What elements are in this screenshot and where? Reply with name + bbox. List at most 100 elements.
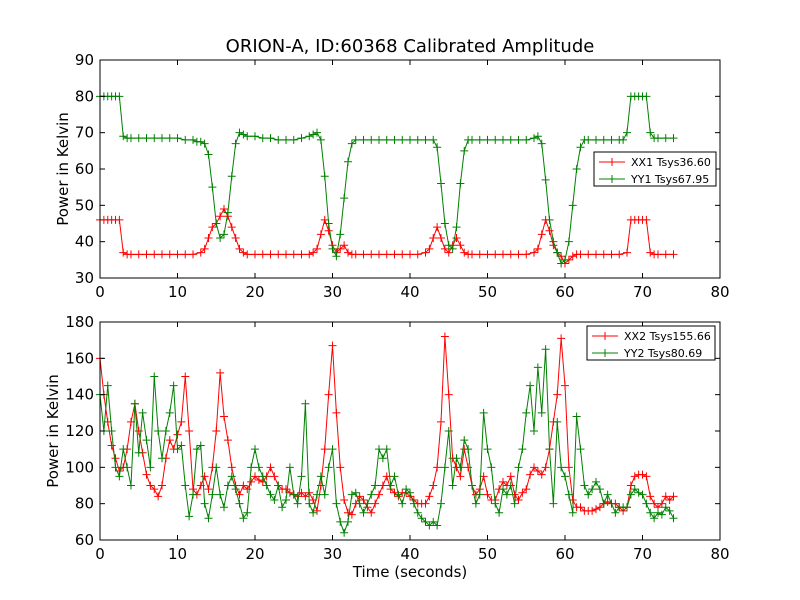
top-series-1-point bbox=[181, 250, 190, 259]
top-series-2-point bbox=[289, 135, 298, 144]
bottom-series-2-point bbox=[502, 490, 511, 499]
bottom-y-tick-label: 80 bbox=[75, 495, 94, 513]
bottom-legend-marker bbox=[601, 349, 609, 357]
bottom-series-2-point bbox=[332, 499, 341, 508]
bottom-series-1-point bbox=[421, 499, 430, 508]
bottom-series-2-point bbox=[293, 499, 302, 508]
bottom-series-2-point bbox=[603, 490, 612, 499]
top-series-2-point bbox=[243, 132, 252, 141]
bottom-series-1-point bbox=[630, 472, 639, 481]
top-series-1-point bbox=[200, 244, 209, 253]
bottom-series-2-point bbox=[220, 503, 228, 512]
top-series-2-point bbox=[375, 135, 383, 144]
bottom-series-2-point bbox=[634, 488, 643, 497]
bottom-series-2-point bbox=[406, 488, 414, 497]
top-series-1-point bbox=[456, 241, 465, 250]
top-series-2-point bbox=[324, 219, 333, 228]
bottom-series-1-point bbox=[107, 441, 116, 450]
bottom-series-1-point bbox=[254, 476, 263, 485]
bottom-series-2-point bbox=[642, 499, 651, 508]
top-series-1-point bbox=[530, 248, 538, 257]
top-legend-frame bbox=[593, 151, 717, 187]
bottom-x-tick-label: 40 bbox=[400, 545, 419, 563]
bottom-series-2-point bbox=[541, 345, 550, 354]
top-series-1-point bbox=[615, 250, 624, 259]
bottom-series-1-point bbox=[340, 496, 349, 505]
top-series-2-point bbox=[328, 244, 337, 253]
bottom-series-2-point bbox=[258, 472, 267, 481]
bottom-series-2-point bbox=[557, 463, 566, 472]
bottom-series-2-point bbox=[262, 481, 271, 490]
bottom-series-2-point bbox=[127, 481, 135, 490]
top-series-1-point bbox=[406, 250, 414, 259]
bottom-y-tick-label: 100 bbox=[65, 458, 94, 476]
top-series-2-point bbox=[541, 175, 550, 184]
top-series-1-point bbox=[204, 234, 213, 243]
bottom-series-2-point bbox=[530, 427, 538, 435]
top-series-1-point bbox=[239, 248, 248, 257]
bottom-series-2-point bbox=[452, 454, 461, 463]
bottom-series-2-point bbox=[487, 463, 496, 472]
bottom-panel: Power in Kelvin Time (seconds) 0 10 20 30 40… bbox=[44, 313, 730, 581]
top-series-1-point bbox=[351, 250, 360, 259]
chart-title: ORION-A, ID:60368 Calibrated Amplitude bbox=[226, 36, 595, 57]
top-series-1-point bbox=[433, 223, 442, 232]
bottom-series-2-point bbox=[526, 381, 535, 390]
bottom-series-2-point bbox=[514, 463, 523, 472]
bottom-series-2-point bbox=[572, 412, 581, 421]
bottom-series-1-point bbox=[173, 430, 182, 439]
top-y-tick-label: 60 bbox=[75, 160, 94, 178]
bottom-series-2-point bbox=[169, 381, 178, 390]
top-series-1-point bbox=[452, 234, 461, 243]
bottom-series-2-point bbox=[390, 472, 399, 481]
top-series-2-point bbox=[313, 128, 321, 137]
bottom-series-1-point bbox=[537, 470, 546, 479]
top-series-2-point bbox=[592, 135, 600, 144]
top-series-2-point bbox=[367, 135, 376, 144]
top-series-1-point bbox=[646, 248, 655, 257]
top-series-2-point bbox=[506, 135, 515, 144]
bottom-series-1-point bbox=[456, 472, 465, 481]
bottom-series-1-point bbox=[518, 488, 527, 497]
bottom-series-1-point bbox=[638, 470, 647, 479]
bottom-series-2-point bbox=[243, 508, 252, 517]
top-series-2-line bbox=[100, 95, 674, 265]
top-series-2-point bbox=[332, 252, 341, 261]
top-series-2-point bbox=[514, 135, 523, 144]
top-series-1-point bbox=[545, 226, 554, 235]
bottom-series-1-point bbox=[592, 505, 600, 514]
top-series-1-point bbox=[367, 250, 376, 259]
top-series-2-point bbox=[316, 135, 325, 144]
bottom-legend-marker bbox=[601, 332, 609, 340]
bottom-series-1-point bbox=[514, 496, 523, 505]
bottom-series-2-point bbox=[204, 514, 213, 523]
bottom-series-2-point bbox=[421, 517, 430, 526]
top-ticks-layer: 0 10 20 30 40 50 60 70 80 30 40 50 60 70 80 90 bbox=[75, 51, 730, 301]
bottom-y-tick-label: 60 bbox=[75, 531, 94, 549]
bottom-series-2-point bbox=[576, 445, 585, 454]
bottom-x-tick-label: 80 bbox=[710, 545, 729, 563]
top-series-1-point bbox=[134, 250, 143, 259]
bottom-series-2-point bbox=[161, 427, 170, 435]
bottom-series-1-point bbox=[367, 508, 376, 517]
top-series-2-point bbox=[227, 172, 236, 181]
bottom-series-2-point bbox=[607, 499, 616, 508]
bottom-series-2-point bbox=[661, 503, 670, 512]
bottom-series-1-point bbox=[251, 472, 259, 481]
top-series-2-point bbox=[654, 134, 662, 143]
top-series-2-point bbox=[220, 230, 228, 239]
top-series-1-point bbox=[340, 241, 349, 250]
bottom-x-tick-label: 20 bbox=[245, 545, 264, 563]
bottom-series-1-point bbox=[526, 470, 535, 479]
bottom-legend-label: XX2 Tsys155.66 bbox=[624, 330, 711, 343]
top-series-1-point bbox=[444, 248, 453, 257]
top-series-2-point bbox=[522, 135, 531, 144]
bottom-series-2-point bbox=[320, 490, 329, 499]
bottom-y-tick-label: 160 bbox=[65, 349, 94, 367]
bottom-series-1-point bbox=[223, 436, 232, 445]
top-series-2-point bbox=[266, 134, 275, 143]
top-series-2-point bbox=[421, 135, 430, 144]
top-series-1-point bbox=[425, 244, 434, 253]
top-series-1-point bbox=[142, 250, 151, 259]
bottom-series-2-point bbox=[142, 436, 151, 445]
